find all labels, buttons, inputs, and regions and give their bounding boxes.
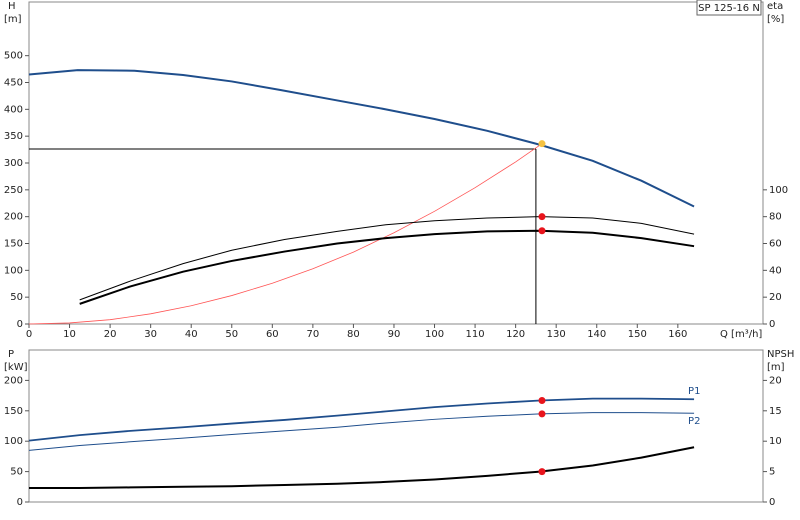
title-box (696, 0, 762, 16)
curve (79, 229, 695, 305)
y2-axis-label: eta (767, 1, 783, 12)
plot-frame (28, 1, 764, 325)
y2-axis-unit: [m] (767, 362, 785, 373)
x-tick-label: 150 (628, 329, 647, 340)
x-tick-label: 30 (144, 329, 157, 340)
x-tick-label: 80 (347, 329, 360, 340)
y-tick-label: 100 (4, 265, 23, 276)
curve (28, 69, 695, 208)
y2-tick-label: 0 (769, 497, 775, 508)
y2-tick-label: 10 (769, 436, 782, 447)
y-tick-label: 150 (4, 239, 23, 250)
x-tick-label: 0 (26, 329, 32, 340)
series-label: P2 (688, 416, 700, 427)
y-tick-label: 100 (4, 436, 23, 447)
duty-point (538, 396, 546, 404)
x-tick-label: 140 (587, 329, 606, 340)
x-tick-label: 60 (266, 329, 279, 340)
y-tick-label: 0 (17, 319, 23, 330)
x-tick-label: 40 (185, 329, 198, 340)
chart-title: SP 125-16 N (698, 3, 760, 14)
y-tick-label: 300 (4, 158, 23, 169)
curve (28, 412, 695, 451)
y-axis-label: P (8, 349, 14, 360)
y2-tick-label: 0 (769, 319, 775, 330)
x-tick-label: 10 (63, 329, 76, 340)
x-tick-label: 50 (225, 329, 238, 340)
x-tick-label: 70 (307, 329, 320, 340)
y2-tick-label: 80 (769, 212, 782, 223)
y-tick-label: 150 (4, 406, 23, 417)
y2-tick-label: 20 (769, 375, 782, 386)
y-tick-label: 50 (10, 467, 23, 478)
duty-point (538, 213, 546, 221)
curve (28, 397, 695, 442)
x-tick-label: 120 (506, 329, 525, 340)
x-tick-label: 110 (466, 329, 485, 340)
y-tick-label: 0 (17, 497, 23, 508)
x-tick-label: 90 (388, 329, 401, 340)
y2-axis-label: NPSH (767, 349, 794, 360)
y-tick-label: 50 (10, 292, 23, 303)
y-axis-unit: [kW] (4, 362, 28, 373)
y-axis-unit: [m] (4, 14, 22, 25)
y2-tick-label: 100 (769, 185, 788, 196)
x-tick-label: 100 (425, 329, 444, 340)
y2-tick-label: 15 (769, 406, 782, 417)
y-tick-label: 350 (4, 131, 23, 142)
y-tick-label: 450 (4, 78, 23, 89)
y2-tick-label: 60 (769, 239, 782, 250)
curve (28, 143, 543, 325)
y-tick-label: 400 (4, 104, 23, 115)
y2-tick-label: 40 (769, 265, 782, 276)
y-tick-label: 250 (4, 185, 23, 196)
y2-axis-unit: [%] (767, 14, 784, 25)
curve (79, 216, 695, 301)
series-label: P1 (688, 386, 700, 397)
duty-point (538, 227, 546, 235)
duty-point (538, 410, 546, 418)
y-axis-label: H (8, 1, 16, 12)
y2-tick-label: 20 (769, 292, 782, 303)
x-tick-label: 160 (668, 329, 687, 340)
x-axis-label: Q [m³/h] (720, 329, 762, 340)
duty-point (538, 468, 546, 476)
y2-tick-label: 5 (769, 467, 775, 478)
curve (29, 446, 695, 490)
y-tick-label: 200 (4, 212, 23, 223)
duty-point (538, 140, 546, 148)
x-tick-label: 130 (547, 329, 566, 340)
plot-frame (28, 349, 764, 503)
x-tick-label: 20 (104, 329, 117, 340)
y-tick-label: 500 (4, 51, 23, 62)
y-tick-label: 200 (4, 375, 23, 386)
